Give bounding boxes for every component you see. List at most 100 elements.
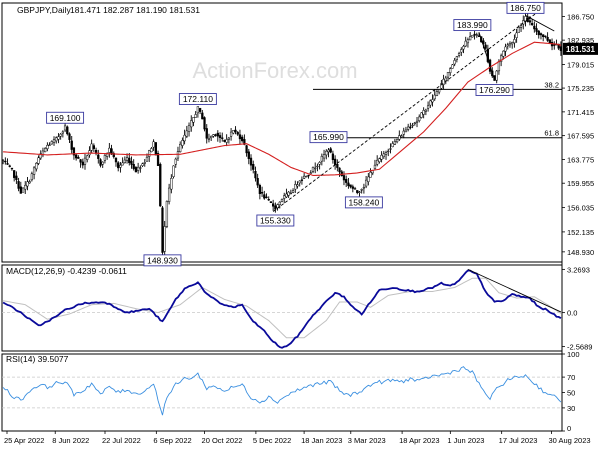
price-candle-body: [530, 23, 534, 25]
price-candle-body: [37, 157, 40, 164]
price-candle-body: [260, 192, 264, 194]
price-candle-body: [68, 133, 71, 140]
price-candle-body: [314, 167, 317, 170]
price-candle-body: [46, 144, 49, 149]
swing-label: 169.100: [50, 113, 81, 123]
price-axis-label: 171.415: [567, 108, 594, 117]
x-axis-label: 6 Sep 2022: [153, 436, 191, 445]
price-candle-body: [415, 120, 419, 123]
x-axis-label: 5 Dec 2022: [253, 436, 291, 445]
price-candle-body: [296, 184, 299, 187]
price-candle-body: [364, 179, 368, 187]
price-candle-body: [333, 158, 337, 165]
price-candle-body: [148, 150, 151, 157]
price-candle-body: [389, 148, 392, 150]
price-candle-body: [152, 141, 155, 148]
price-candle-body: [15, 175, 18, 181]
price-candle-body: [316, 165, 319, 168]
price-candle-body: [236, 132, 239, 135]
x-axis-label: 30 Aug 2023: [548, 436, 590, 445]
price-candle-body: [8, 165, 11, 167]
price-candle-body: [325, 150, 328, 156]
price-candle-body: [21, 187, 25, 193]
price-candle-body: [464, 40, 467, 47]
price-candle-body: [471, 35, 474, 38]
price-candle-body: [201, 112, 204, 120]
price-axis-label: 175.235: [567, 84, 594, 93]
price-candle-body: [30, 173, 34, 181]
price-candle-body: [203, 117, 206, 130]
rsi-axis-label: 100: [567, 350, 580, 359]
price-candle-body: [349, 184, 352, 188]
price-candle-body: [380, 154, 383, 160]
price-candle-body: [322, 154, 326, 159]
price-candle-body: [6, 163, 9, 165]
moving-average-line: [3, 41, 562, 177]
swing-label-box: [143, 254, 182, 267]
price-candle-body: [508, 43, 512, 46]
swing-label-box: [309, 131, 348, 144]
price-candle-body: [35, 163, 38, 170]
price-candle-body: [327, 149, 330, 153]
x-axis-label: 18 Apr 2023: [399, 436, 439, 445]
price-candle-body: [502, 50, 505, 57]
price-candle-body: [336, 164, 339, 168]
price-candle-body: [298, 180, 301, 184]
price-candle-body: [453, 60, 456, 65]
price-candle-body: [19, 186, 22, 194]
price-candle-body: [134, 167, 138, 173]
price-candle-body: [234, 129, 237, 132]
price-candle-body: [402, 130, 405, 135]
price-candle-body: [438, 89, 441, 93]
price-axis-label: 152.135: [567, 228, 594, 237]
price-candle-body: [66, 126, 69, 135]
price-candle-body: [283, 195, 286, 199]
price-candle-body: [263, 194, 266, 199]
price-candle-body: [533, 25, 536, 30]
price-candle-body: [269, 201, 273, 203]
swing-label: 186.750: [510, 3, 541, 13]
price-candle-body: [356, 190, 359, 193]
price-candle-body: [362, 187, 366, 189]
x-axis-label: 3 Mar 2023: [348, 436, 386, 445]
price-candle-body: [342, 175, 346, 181]
price-candle-body: [112, 153, 115, 158]
price-candle-body: [192, 117, 195, 123]
price-candle-body: [81, 161, 84, 166]
swing-label: 176.290: [479, 85, 510, 95]
price-candle-body: [139, 167, 142, 169]
price-candle-body: [338, 167, 341, 173]
rsi-panel-label: RSI(14) 39.5077: [6, 354, 69, 364]
price-candle-body: [528, 20, 532, 23]
price-candle-body: [318, 162, 321, 165]
price-axis-label: 179.015: [567, 61, 594, 70]
price-candle-body: [546, 36, 549, 41]
price-candle-body: [404, 129, 408, 133]
last-price-box: [563, 42, 598, 55]
price-candle-body: [101, 161, 104, 165]
price-candle-body: [446, 71, 450, 78]
price-candle-body: [39, 153, 42, 159]
price-candle-body: [442, 78, 445, 85]
price-candle-body: [367, 176, 370, 182]
swing-label-box: [453, 19, 492, 32]
price-candle-body: [48, 144, 51, 146]
price-candle-body: [223, 139, 226, 142]
price-candle-body: [504, 46, 507, 52]
price-candle-body: [232, 130, 235, 134]
price-candle-body: [391, 143, 394, 148]
price-candle-body: [329, 148, 332, 153]
price-candle-body: [214, 134, 217, 136]
price-candle-body: [28, 181, 31, 184]
price-candle-body: [466, 39, 470, 44]
price-candle-body: [79, 159, 82, 163]
swing-label-box: [475, 84, 514, 96]
price-candle-body: [559, 46, 563, 52]
price-candle-body: [395, 139, 399, 143]
price-candle-body: [413, 122, 416, 125]
price-candle-body: [50, 141, 53, 145]
price-candle-body: [358, 191, 361, 193]
price-candle-body: [190, 120, 193, 128]
rsi-axis-label: 50: [567, 389, 575, 398]
